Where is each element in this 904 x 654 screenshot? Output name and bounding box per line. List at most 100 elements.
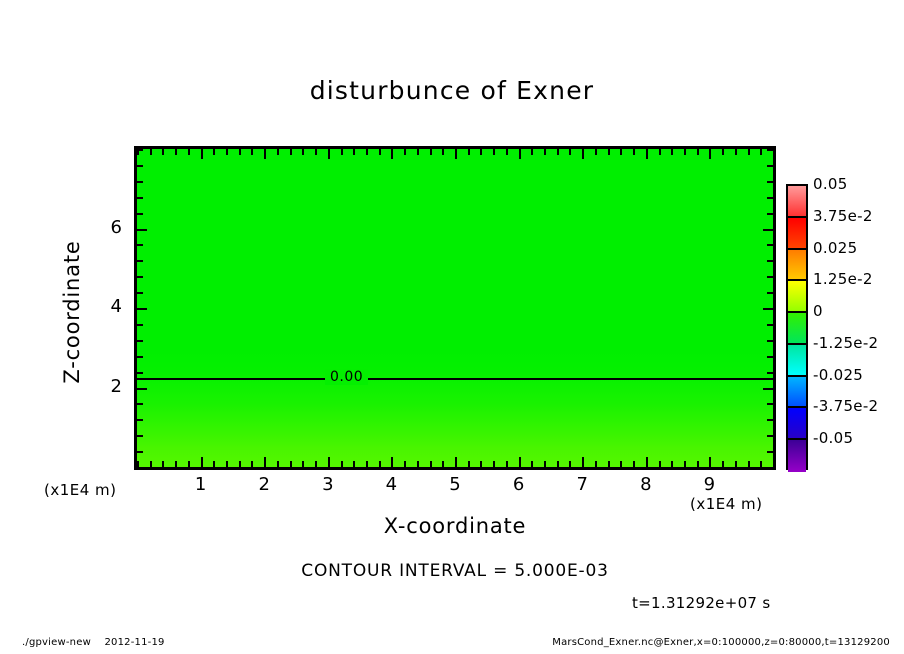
x-tick	[264, 457, 267, 467]
x-tick	[213, 461, 216, 467]
x-tick	[251, 461, 254, 467]
colorbar-tick-label: 0	[813, 302, 823, 321]
x-tick-top	[404, 149, 407, 155]
footer-date: 2012-11-19	[104, 637, 165, 648]
contour-line-zero	[137, 377, 773, 380]
y-tick-right	[763, 387, 773, 390]
x-tick-top	[175, 149, 178, 155]
colorbar-band	[788, 313, 806, 345]
x-tick-label: 8	[640, 474, 652, 495]
x-tick-label: 6	[512, 474, 525, 495]
x-tick-top	[302, 149, 305, 155]
x-tick	[289, 461, 292, 467]
y-tick-right	[767, 180, 773, 183]
x-tick	[353, 461, 356, 467]
x-tick-top	[467, 149, 470, 155]
y-tick-right	[767, 419, 773, 422]
x-tick-top	[696, 149, 699, 155]
y-tick	[137, 387, 147, 390]
y-tick-right	[767, 339, 773, 342]
x-tick-top	[238, 149, 241, 155]
colorbar-tick-label: 1.25e-2	[813, 270, 873, 289]
y-tick-label: 4	[110, 296, 122, 317]
time-stamp: t=1.31292e+07 s	[632, 594, 771, 612]
x-tick	[416, 461, 419, 467]
y-tick-right	[767, 244, 773, 247]
x-tick	[518, 457, 521, 467]
y-tick	[137, 355, 143, 358]
y-tick	[137, 292, 143, 295]
x-tick-top	[760, 149, 763, 155]
colorbar-tick-label: -0.025	[813, 365, 864, 384]
x-tick-top	[671, 149, 674, 155]
colorbar-tick-label: -0.05	[813, 429, 854, 448]
x-tick	[582, 457, 585, 467]
x-tick	[493, 461, 496, 467]
x-tick	[327, 457, 330, 467]
x-tick-top	[480, 149, 483, 155]
contour-label-zero: 0.00	[325, 368, 369, 385]
colorbar-tick-label: -1.25e-2	[813, 333, 879, 352]
x-tick	[404, 461, 407, 467]
x-tick	[365, 461, 368, 467]
x-tick	[620, 461, 623, 467]
x-tick	[633, 461, 636, 467]
x-tick	[480, 461, 483, 467]
colorbar-band	[788, 249, 806, 282]
x-tick-top	[429, 149, 432, 155]
x-tick	[429, 461, 432, 467]
x-tick-top	[416, 149, 419, 155]
y-tick	[137, 467, 143, 469]
x-tick	[696, 461, 699, 467]
x-tick-top	[633, 149, 636, 155]
colorbar-band	[788, 440, 806, 472]
x-tick-top	[276, 149, 279, 155]
y-tick-right	[767, 435, 773, 438]
x-tick	[607, 461, 610, 467]
x-tick	[544, 461, 547, 467]
x-tick-label: 3	[322, 474, 334, 495]
x-tick	[658, 461, 661, 467]
x-tick-top	[569, 149, 572, 155]
x-tick-top	[645, 149, 648, 159]
y-tick-label: 6	[110, 216, 122, 238]
x-tick-top	[378, 149, 381, 155]
x-tick	[175, 461, 178, 467]
x-tick	[302, 461, 305, 467]
x-tick	[671, 461, 674, 467]
x-tick-top	[137, 149, 139, 155]
x-tick-top	[773, 149, 775, 155]
x-tick-label: 9	[703, 474, 716, 495]
x-tick-label: 1	[194, 474, 207, 495]
x-tick-top	[734, 149, 737, 155]
x-tick-top	[747, 149, 750, 155]
x-tick	[594, 461, 597, 467]
colorbar-band	[788, 344, 806, 377]
x-tick	[645, 457, 648, 467]
field-shading	[137, 149, 773, 467]
x-tick-top	[391, 149, 394, 159]
y-tick	[137, 180, 143, 183]
y-tick	[137, 196, 143, 199]
y-tick-right	[767, 212, 773, 215]
colorbar-tick-label: 0.025	[813, 238, 858, 257]
y-tick-label: 2	[110, 375, 122, 397]
y-tick-right	[767, 292, 773, 295]
x-tick	[149, 461, 152, 467]
y-tick	[137, 212, 143, 215]
x-tick-top	[353, 149, 356, 155]
x-tick-top	[162, 149, 165, 155]
x-tick-top	[149, 149, 152, 155]
x-tick	[455, 457, 457, 467]
y-tick	[137, 244, 143, 247]
x-tick	[276, 461, 279, 467]
y-tick	[137, 228, 147, 231]
page-title: disturbunce of Exner	[309, 76, 595, 105]
x-tick-top	[620, 149, 623, 155]
x-tick	[187, 461, 190, 467]
colorbar-band	[788, 408, 806, 441]
colorbar-band	[788, 281, 806, 314]
x-tick	[200, 457, 203, 467]
x-tick-top	[327, 149, 330, 159]
x-tick-top	[722, 149, 725, 155]
